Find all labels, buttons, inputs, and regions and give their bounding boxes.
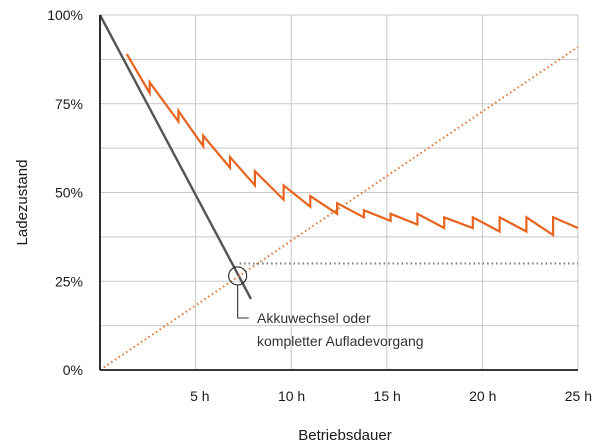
y-tick-labels: 0% 25% 50% 75% 100% bbox=[47, 7, 83, 378]
axes bbox=[99, 15, 578, 371]
annotation-text: Akkuwechsel oder bbox=[257, 310, 371, 326]
y-axis-title: Ladezustand bbox=[14, 160, 31, 246]
annotation-text: kompletter Aufladevorgang bbox=[257, 333, 424, 349]
x-tick-label: 15 h bbox=[374, 388, 401, 404]
grid bbox=[99, 14, 579, 371]
annotation-leader-line bbox=[237, 284, 249, 319]
x-tick-label: 25 h bbox=[565, 388, 592, 404]
series-line-2 bbox=[98, 14, 253, 300]
series-line-1 bbox=[125, 53, 579, 238]
y-tick-label: 25% bbox=[55, 273, 83, 289]
series-group bbox=[98, 14, 579, 371]
x-tick-labels: 5 h 10 h 15 h 20 h 25 h bbox=[190, 388, 592, 404]
y-tick-label: 75% bbox=[55, 96, 83, 112]
series-line-3 bbox=[99, 46, 579, 371]
annotation: Akkuwechsel oder kompletter Aufladevorgan… bbox=[228, 266, 424, 349]
x-tick-label: 5 h bbox=[190, 388, 209, 404]
y-tick-label: 0% bbox=[63, 362, 83, 378]
x-tick-label: 10 h bbox=[278, 388, 305, 404]
x-tick-label: 20 h bbox=[469, 388, 496, 404]
y-tick-label: 50% bbox=[55, 185, 83, 201]
x-axis-title: Betriebsdauer bbox=[298, 427, 391, 444]
y-tick-label: 100% bbox=[47, 7, 83, 23]
